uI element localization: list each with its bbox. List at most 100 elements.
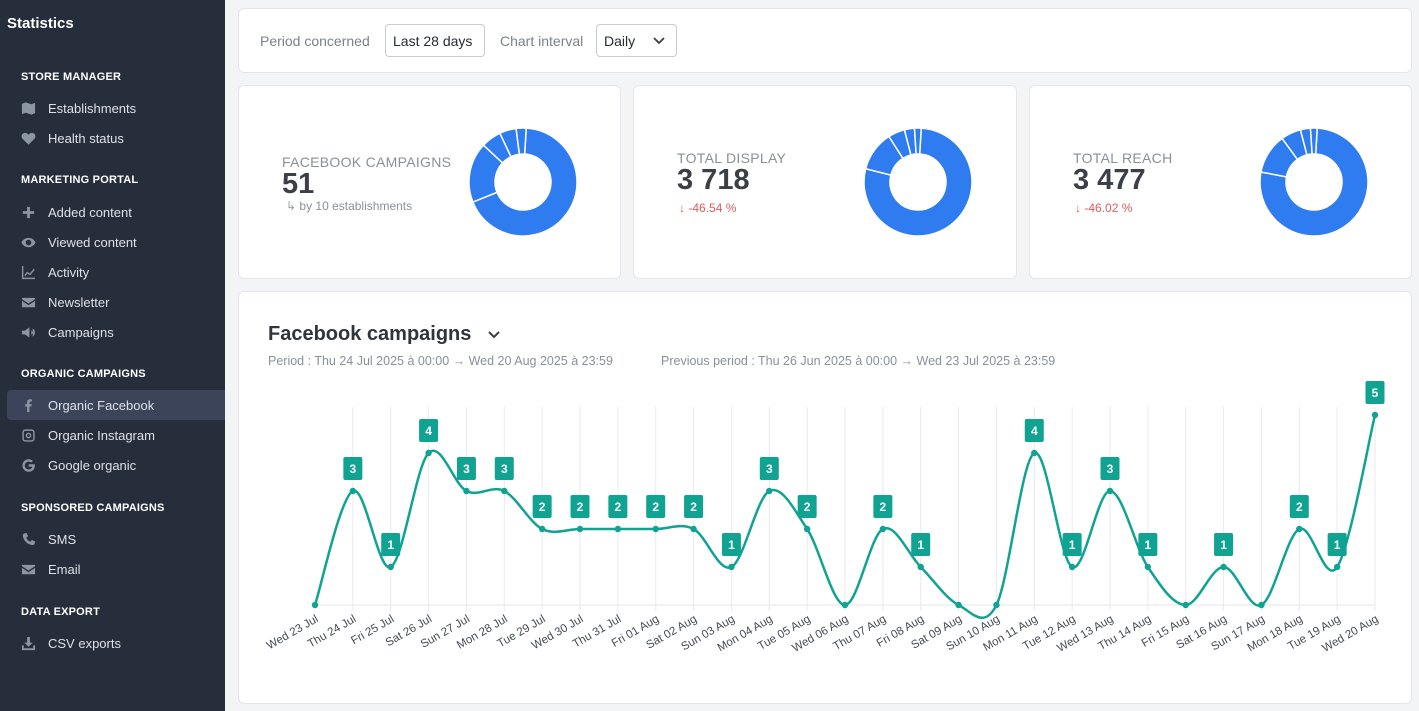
section-store-manager: STORE MANAGER bbox=[21, 71, 122, 83]
kpi-delta: ↓ -46.54 % bbox=[679, 201, 736, 215]
kpi-delta-value: -46.02 % bbox=[1084, 201, 1133, 215]
data-point[interactable] bbox=[1258, 601, 1265, 609]
data-point[interactable] bbox=[501, 487, 508, 495]
svg-text:1: 1 bbox=[1220, 538, 1227, 552]
sidebar-item-label: Newsletter bbox=[48, 294, 110, 310]
data-point[interactable] bbox=[690, 525, 697, 533]
sidebar-item-label: Email bbox=[48, 561, 81, 577]
data-point[interactable] bbox=[311, 601, 319, 609]
data-label: 1 bbox=[381, 533, 401, 556]
sidebar-item-organic-facebook[interactable]: Organic Facebook bbox=[7, 390, 225, 420]
section-organic-campaigns: ORGANIC CAMPAIGNS bbox=[21, 368, 146, 380]
data-point[interactable] bbox=[349, 487, 357, 495]
sidebar-title: Statistics bbox=[7, 15, 74, 32]
period-select[interactable]: Last 28 days bbox=[385, 24, 485, 57]
facebook-icon bbox=[20, 397, 36, 413]
data-point[interactable] bbox=[1182, 601, 1189, 609]
kpi-card-reach: TOTAL REACH 3 477 ↓ -46.02 % bbox=[1029, 85, 1412, 279]
chart-card: Facebook campaigns Period : Thu 24 Jul 2… bbox=[238, 291, 1412, 704]
kpi-label: TOTAL REACH bbox=[1073, 150, 1173, 166]
filter-bar: Period concerned Last 28 days Chart inte… bbox=[238, 8, 1412, 73]
donut-slice bbox=[471, 127, 578, 237]
svg-text:3: 3 bbox=[766, 462, 773, 476]
data-label: 3 bbox=[456, 457, 476, 480]
data-label: 1 bbox=[1327, 533, 1347, 556]
series-line bbox=[313, 414, 1377, 619]
sidebar-item-label: CSV exports bbox=[48, 635, 121, 651]
data-point[interactable] bbox=[576, 525, 584, 533]
data-label: 2 bbox=[570, 495, 590, 518]
instagram-icon bbox=[20, 427, 36, 443]
data-point[interactable] bbox=[1220, 563, 1227, 571]
sidebar-item-establishments[interactable]: Establishments bbox=[7, 93, 225, 123]
period-label: Period concerned bbox=[260, 33, 370, 49]
data-point[interactable] bbox=[993, 601, 1000, 609]
data-point[interactable] bbox=[1296, 525, 1303, 533]
data-point[interactable] bbox=[1031, 449, 1038, 457]
data-point[interactable] bbox=[614, 525, 622, 533]
sidebar-item-viewed-content[interactable]: Viewed content bbox=[7, 227, 225, 257]
sidebar-item-email[interactable]: Email bbox=[7, 554, 225, 584]
data-point[interactable] bbox=[463, 487, 470, 495]
megaphone-icon bbox=[20, 324, 36, 340]
sidebar-item-added-content[interactable]: Added content bbox=[7, 197, 225, 227]
chevron-down-icon[interactable] bbox=[487, 329, 501, 341]
sidebar-item-sms[interactable]: SMS bbox=[7, 524, 225, 554]
svg-text:1: 1 bbox=[387, 538, 394, 552]
data-point[interactable] bbox=[803, 525, 811, 533]
section-data-export: DATA EXPORT bbox=[21, 606, 100, 618]
kpi-value: 3 718 bbox=[677, 164, 750, 196]
section-sponsored-campaigns: SPONSORED CAMPAIGNS bbox=[21, 502, 165, 514]
interval-select[interactable]: Daily bbox=[596, 24, 677, 57]
google-icon bbox=[20, 457, 36, 473]
data-point[interactable] bbox=[1106, 487, 1114, 495]
data-point[interactable] bbox=[425, 449, 432, 457]
svg-text:4: 4 bbox=[425, 424, 432, 438]
kpi-subtext: ↳ by 10 establishments bbox=[286, 199, 412, 213]
plus-icon bbox=[20, 204, 36, 220]
data-point[interactable] bbox=[1371, 411, 1379, 419]
arrow-down-icon: ↓ bbox=[1075, 201, 1085, 215]
data-point[interactable] bbox=[841, 601, 849, 609]
svg-text:1: 1 bbox=[1145, 538, 1152, 552]
data-point[interactable] bbox=[1333, 563, 1341, 571]
heartbeat-icon bbox=[20, 130, 36, 146]
svg-text:2: 2 bbox=[652, 500, 659, 514]
kpi-label: FACEBOOK CAMPAIGNS bbox=[282, 154, 452, 170]
data-point[interactable] bbox=[879, 525, 887, 533]
data-point[interactable] bbox=[1144, 563, 1152, 571]
data-point[interactable] bbox=[955, 601, 962, 609]
data-label: 1 bbox=[1138, 533, 1158, 556]
data-label: 4 bbox=[1024, 419, 1044, 442]
data-point[interactable] bbox=[917, 563, 924, 571]
sidebar-item-google-organic[interactable]: Google organic bbox=[7, 450, 225, 480]
sidebar-item-campaigns[interactable]: Campaigns bbox=[7, 317, 225, 347]
data-point[interactable] bbox=[766, 487, 773, 495]
svg-text:1: 1 bbox=[1334, 538, 1341, 552]
sidebar-item-newsletter[interactable]: Newsletter bbox=[7, 287, 225, 317]
svg-text:2: 2 bbox=[804, 500, 811, 514]
sidebar-item-health-status[interactable]: Health status bbox=[7, 123, 225, 153]
period-value: Last 28 days bbox=[393, 32, 473, 49]
data-point[interactable] bbox=[652, 525, 659, 533]
data-point[interactable] bbox=[538, 525, 546, 533]
data-point[interactable] bbox=[728, 563, 735, 571]
donut-chart bbox=[863, 127, 973, 237]
data-point[interactable] bbox=[387, 563, 394, 571]
svg-text:2: 2 bbox=[1296, 500, 1303, 514]
sidebar-item-label: Added content bbox=[48, 204, 132, 220]
data-point[interactable] bbox=[1068, 563, 1076, 571]
section-marketing-portal: MARKETING PORTAL bbox=[21, 174, 139, 186]
sidebar-item-organic-instagram[interactable]: Organic Instagram bbox=[7, 420, 225, 450]
donut-slice bbox=[1309, 127, 1319, 155]
sidebar-item-label: Viewed content bbox=[48, 234, 137, 250]
sidebar-item-activity[interactable]: Activity bbox=[7, 257, 225, 287]
map-icon bbox=[20, 100, 36, 116]
eye-icon bbox=[20, 234, 36, 250]
kpi-sub-label: by 10 establishments bbox=[299, 199, 413, 213]
chart-title: Facebook campaigns bbox=[268, 323, 472, 345]
svg-text:1: 1 bbox=[1069, 538, 1076, 552]
sidebar-item-csv-exports[interactable]: CSV exports bbox=[7, 628, 225, 658]
kpi-card-campaigns: FACEBOOK CAMPAIGNS 51 ↳ by 10 establishm… bbox=[238, 85, 621, 279]
